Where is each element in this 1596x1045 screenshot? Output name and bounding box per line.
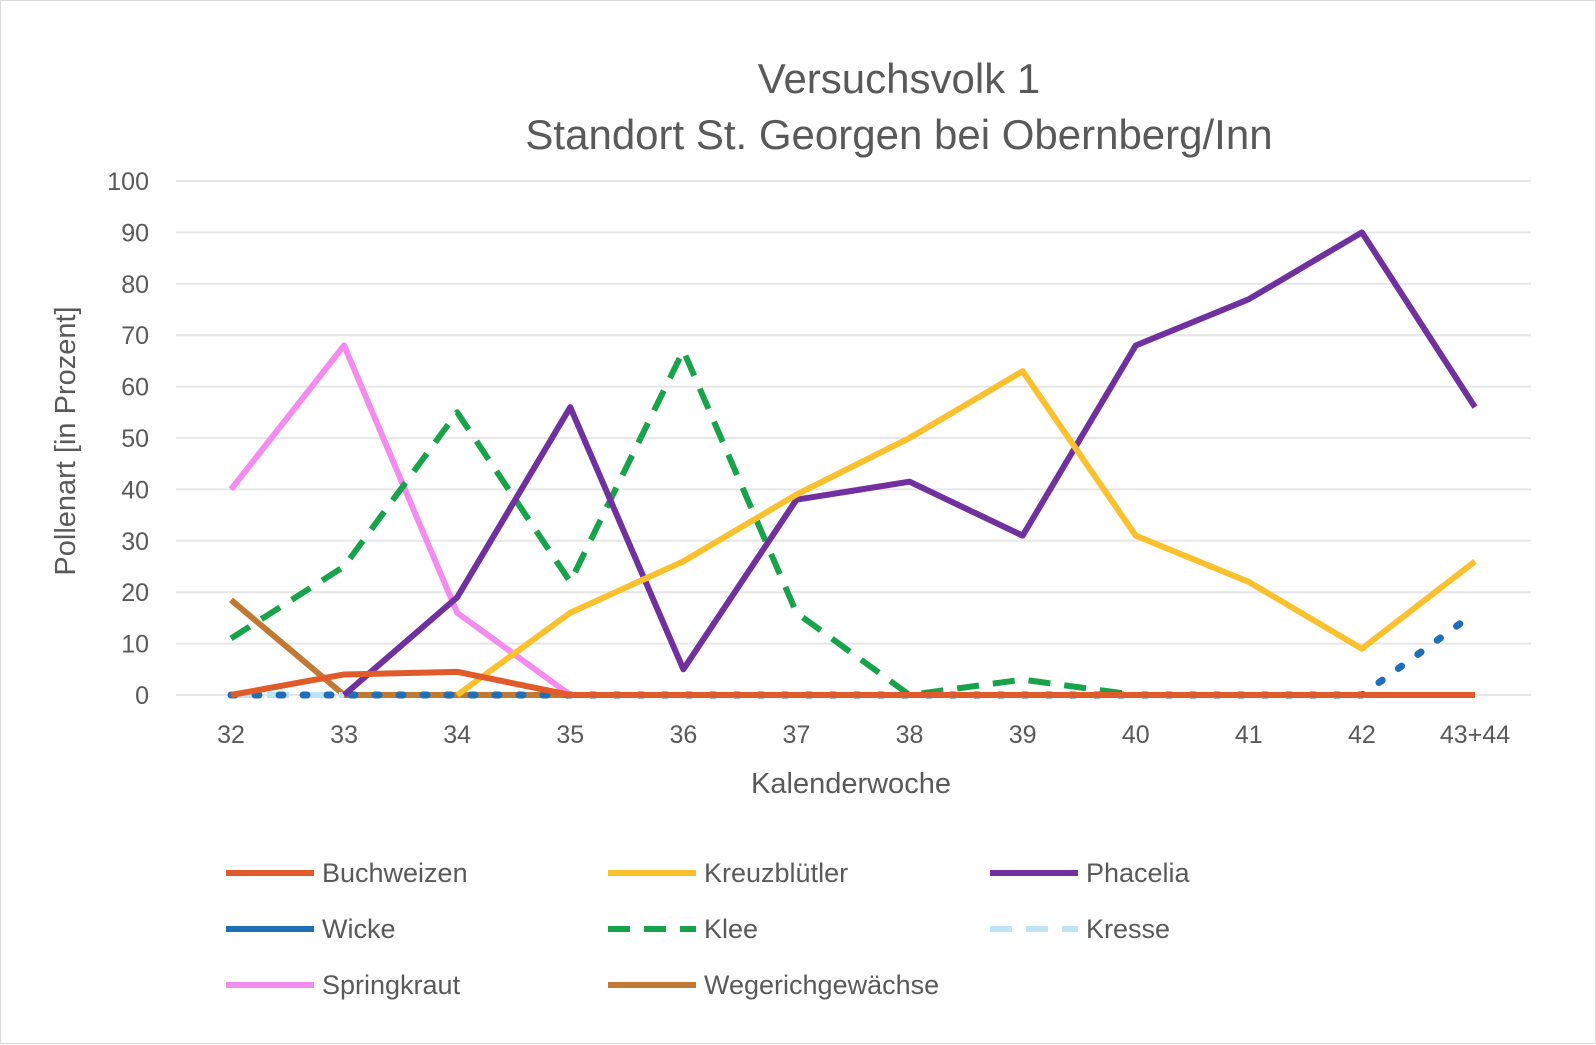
y-tick-label: 0: [135, 682, 149, 710]
legend-label: Wegerichgewächse: [704, 970, 939, 1000]
x-tick-label: 37: [783, 721, 811, 749]
legend-label: Klee: [704, 914, 758, 944]
chart-title-line: Versuchsvolk 1: [758, 55, 1040, 102]
y-tick-label: 90: [121, 219, 149, 247]
x-tick-label: 36: [669, 721, 697, 749]
legend-label: Kreuzblütler: [704, 858, 848, 888]
series-line-wegerichgewächse: [229, 597, 1475, 698]
x-axis-label: Kalenderwoche: [751, 768, 951, 800]
legend-label: Springkraut: [322, 970, 461, 1000]
x-tick-label: 42: [1348, 721, 1376, 749]
x-tick-label: 35: [556, 721, 584, 749]
y-tick-label: 80: [121, 271, 149, 299]
legend-label: Buchweizen: [322, 858, 468, 888]
x-tick-label: 39: [1009, 721, 1037, 749]
series-line-wicke: [227, 609, 1479, 699]
series-line-kreuzblütler: [455, 368, 1477, 698]
y-tick-label: 10: [121, 631, 149, 659]
chart-title-line: Standort St. Georgen bei Obernberg/Inn: [525, 111, 1272, 158]
y-tick-label: 100: [107, 168, 149, 196]
x-tick-label: 32: [217, 721, 245, 749]
y-tick-label: 40: [121, 476, 149, 504]
x-tick-label: 34: [443, 721, 471, 749]
y-tick-label: 50: [121, 425, 149, 453]
series-line-klee: [229, 347, 1137, 698]
legend-label: Phacelia: [1086, 858, 1191, 888]
y-tick-label: 60: [121, 374, 149, 402]
x-tick-label: 33: [330, 721, 358, 749]
x-tick-label: 41: [1235, 721, 1263, 749]
legend-label: Kresse: [1086, 914, 1170, 944]
x-tick-label: 43+44: [1440, 721, 1510, 749]
series-line-phacelia: [342, 229, 1478, 698]
legend-label: Wicke: [322, 914, 396, 944]
x-tick-label: 40: [1122, 721, 1150, 749]
y-tick-label: 70: [121, 322, 149, 350]
series-line-buchweizen: [230, 668, 1475, 698]
y-tick-label: 30: [121, 528, 149, 556]
x-tick-label: 38: [896, 721, 924, 749]
y-tick-label: 20: [121, 579, 149, 607]
y-axis-label: Pollenart [in Prozent]: [50, 306, 82, 575]
